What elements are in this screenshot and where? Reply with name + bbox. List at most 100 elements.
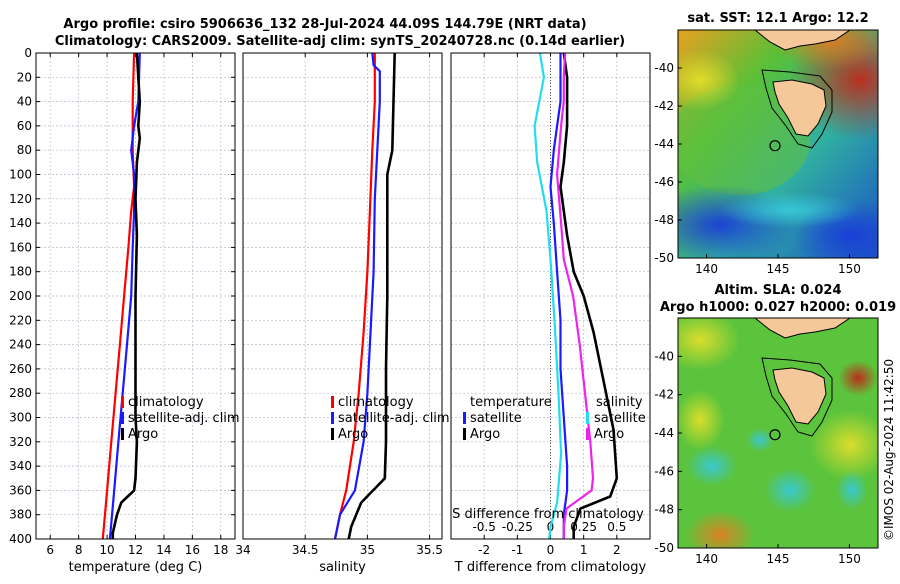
x-axis-label: salinity [319,560,366,575]
legend-swatch-argo [331,428,334,440]
legend-swatch-climatology [331,396,334,408]
legend-swatch-t-satellite [463,412,466,424]
s-tick-label: 0.5 [607,520,626,534]
x-tick-label: 16 [185,543,200,557]
x-tick-label: 6 [46,543,54,557]
legend-label-satellite: satellite-adj. clim [338,411,450,426]
s-tick-label: -0.25 [502,520,533,534]
legend-header-temperature: temperature [470,395,552,410]
y-tick-label: 180 [9,265,32,279]
s-tick-label: 0.25 [570,520,597,534]
sst-green-area [678,85,810,195]
legend-label-climatology: climatology [338,395,414,410]
map-y-tick-label: -40 [654,61,674,75]
sla-yellow-patch [678,318,740,370]
map-y-tick-label: -48 [654,213,674,227]
x-tick-label: -1 [511,543,523,557]
series-line-salinity-argo [555,52,595,539]
s-difference-axis-label: S difference from climatology [452,507,644,522]
y-tick-label: 100 [9,168,32,182]
x-tick-label: 35 [360,543,375,557]
series-line-temperature-argo [559,52,619,539]
temperature-legend: climatology satellite-adj. clim Argo [121,395,240,442]
legend-swatch-s-argo [586,428,589,440]
legend-swatch-s-satellite [586,412,589,424]
series-line-temperature-satellite [549,53,569,539]
series-line-satellite-adj-clim [108,52,141,540]
x-tick-label: 8 [75,543,83,557]
sla-map-panel: Altim. SLA: 0.024 Argo h1000: 0.027 h200… [654,283,896,566]
salinity-legend: climatology satellite-adj. clim Argo [331,395,450,442]
x-tick-label: 34 [235,543,250,557]
y-tick-label: 320 [9,435,32,449]
map-y-tick-label: -50 [654,541,674,555]
y-tick-label: 120 [9,192,32,206]
y-tick-label: 140 [9,216,32,230]
shelf-contour [761,357,833,437]
sst-map-title: sat. SST: 12.1 Argo: 12.2 [687,11,868,26]
sla-orange-patch [685,510,755,548]
map-y-tick-label: -50 [654,251,674,265]
map-x-tick-label: 150 [838,552,861,566]
map-x-tick-label: 140 [695,262,718,276]
salinity-profile-panel: 34 34.5 35 35.5 salinity [235,52,443,575]
sla-cold-eddy-3 [836,470,868,510]
legend-label-climatology: climatology [128,395,204,410]
y-tick-label: 240 [9,338,32,352]
legend-swatch-climatology [121,396,124,408]
sla-cold-eddy [686,446,738,486]
x-axis-label: temperature (deg C) [69,560,203,575]
legend-header-salinity: salinity [596,395,643,410]
axes-frame [242,52,443,540]
sla-warm-eddy [838,360,878,396]
map-y-tick-label: -42 [654,388,674,402]
legend-label-s-satellite: satellite [594,411,646,426]
sst-map-panel: sat. SST: 12.1 Argo: 12.2 140 145 150 -40 -4… [654,11,879,276]
map-y-tick-label: -40 [654,349,674,363]
sla-cold-eddy-4 [746,428,774,452]
shelf-contour [761,69,833,149]
y-tick-label: 60 [17,119,32,133]
series-line-argo [111,52,142,539]
series-line-satellite-adj-clim [333,52,381,540]
y-tick-label: 300 [9,411,32,425]
argo-float-marker [769,140,781,152]
sla-yellow-patch-3 [678,390,725,450]
legend-label-argo: Argo [128,427,158,442]
map-y-tick-label: -44 [654,137,674,151]
temperature-profile-panel: 6 8 10 12 14 16 180204060801001201401601802002… [9,46,236,575]
x-tick-label: 12 [128,543,143,557]
legend-swatch-t-argo [463,428,466,440]
x-axis-label: T difference from climatology [454,560,647,575]
legend-swatch-satellite [331,412,334,424]
series-line-climatology [333,53,376,540]
y-tick-label: 20 [17,70,32,84]
map-y-tick-label: -48 [654,503,674,517]
legend-swatch-argo [121,428,124,440]
argo-float-marker [769,429,781,441]
legend-label-satellite: satellite-adj. clim [128,411,240,426]
series-line-salinity-satellite [533,52,563,540]
x-tick-label: 14 [156,543,171,557]
y-tick-label: 80 [17,143,32,157]
map-y-tick-label: -42 [654,99,674,113]
map-x-tick-label: 145 [767,262,790,276]
mainland-coast [754,30,851,51]
y-tick-label: 380 [9,508,32,522]
sst-yellow-patch [678,50,740,110]
map-x-tick-label: 140 [695,552,718,566]
map-y-tick-label: -44 [654,426,674,440]
x-tick-label: -2 [478,543,490,557]
x-tick-label: 2 [613,543,621,557]
legend-swatch-satellite [121,412,124,424]
y-tick-label: 400 [9,532,32,546]
difference-profile-panel: -2 -1 0 1 2-0.5 -0.25 0 0.25 0.5T difference fro… [450,52,651,575]
x-tick-label: 1 [580,543,588,557]
x-tick-label: 0 [547,543,555,557]
series-line-argo [347,52,396,540]
axes-frame [35,52,236,540]
map-x-tick-label: 145 [767,552,790,566]
axes-frame [450,52,651,540]
y-tick-label: 360 [9,483,32,497]
